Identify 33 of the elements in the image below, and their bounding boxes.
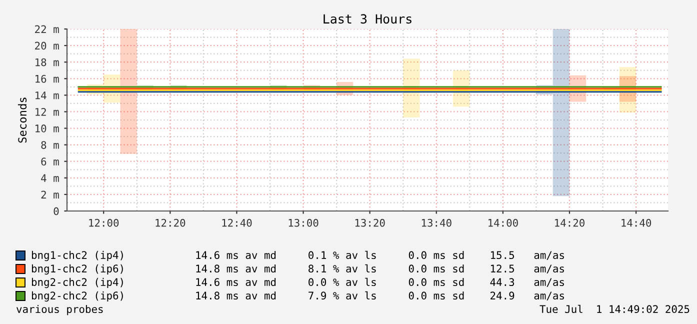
y-tick-label: 6 m — [41, 158, 59, 166]
x-tick-label: 12:40 — [222, 218, 252, 227]
x-tick-label: 12:00 — [89, 218, 119, 227]
text: 14.8 ms av md 8.1 % av ls 0.0 ms sd 12.5 am/as — [196, 264, 564, 274]
y-tick-label: 2 m — [41, 190, 59, 198]
text: 14.6 ms av md 0.1 % av ls 0.0 ms sd 15.5 am/as — [196, 250, 564, 260]
x-tick-label: 13:00 — [288, 218, 318, 227]
legend-label: bng2-chc2 (ip4) — [32, 278, 123, 288]
x-tick-label: 14:00 — [488, 218, 518, 227]
text: 14.8 ms av md 7.9 % av ls 0.0 ms sd 24.9 am/as — [196, 291, 564, 300]
chart-title: Last 3 Hours — [324, 14, 412, 24]
legend-label: bng2-chc2 (ip6) — [32, 291, 123, 302]
y-tick-label: 4 m — [41, 174, 59, 182]
y-tick-label: 14 m — [36, 92, 59, 100]
y-tick-label: 12 m — [36, 108, 59, 116]
text: various probes — [16, 304, 103, 316]
x-tick-label: 13:20 — [355, 218, 385, 227]
y-axis-title: Seconds — [18, 98, 27, 143]
x-tick-label: 12:20 — [156, 218, 186, 227]
x-tick-label: 13:40 — [422, 218, 452, 227]
y-tick-label: 18 m — [36, 58, 59, 66]
legend-label: bng1-chc2 (ip6) — [32, 264, 123, 275]
text: 14.6 ms av md 0.0 % av ls 0.0 ms sd 44.3 am/as — [196, 278, 564, 287]
y-tick-label: 22 m — [35, 25, 59, 33]
y-tick-label: 10 m — [36, 124, 59, 132]
x-tick-label: 14:20 — [555, 218, 584, 227]
y-tick-label: 16 m — [36, 74, 59, 83]
y-tick-label: 0 — [54, 207, 59, 216]
legend-label: bng1-chc2 (ip4) — [32, 250, 123, 262]
y-tick-label: 8 m — [41, 141, 59, 149]
y-tick-label: 20 m — [35, 42, 59, 50]
x-tick-label: 14:40 — [622, 218, 652, 227]
text: Tue Jul 1 14:49:02 2025 — [540, 304, 690, 314]
